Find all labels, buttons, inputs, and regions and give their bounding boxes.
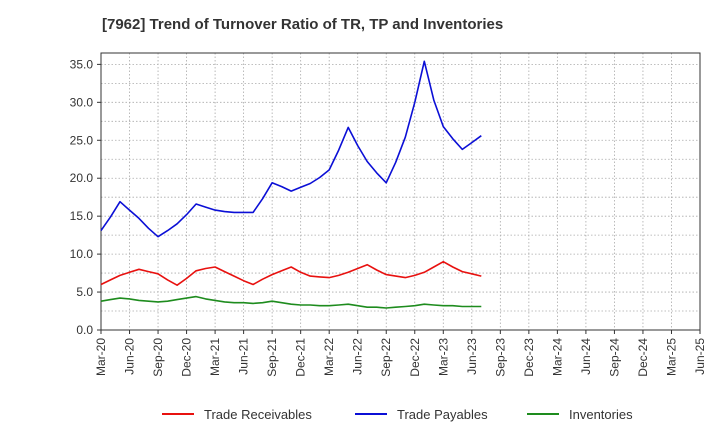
y-tick-label: 30.0: [70, 95, 94, 109]
x-tick-label: Dec-20: [180, 338, 194, 377]
plot-frame: [100, 52, 701, 331]
legend: Trade Receivables Trade Payables Inventori…: [162, 407, 633, 422]
y-tick-label: 0.0: [76, 323, 93, 337]
chart-title: [7962] Trend of Turnover Ratio of TR, TP…: [102, 16, 504, 33]
x-tick-label: Dec-23: [522, 338, 536, 377]
y-tick-label: 15.0: [70, 209, 94, 223]
x-tick-label: Dec-24: [636, 338, 650, 377]
series-line: [100, 60, 482, 238]
x-tick-label: Mar-22: [322, 338, 336, 376]
x-tick-label: Mar-25: [664, 338, 678, 376]
x-tick-label: Dec-22: [408, 338, 422, 377]
legend-label: Inventories: [569, 407, 633, 422]
x-tick-label: Sep-22: [379, 338, 393, 377]
axes: 0.0 5.0 10.0 15.0 20.0 25.0 30.0 35.0 Mar-20 Jun-…: [70, 52, 707, 377]
y-tick-label: 20.0: [70, 171, 94, 185]
x-tick-label: Jun-21: [237, 338, 251, 375]
x-tick-label: Sep-23: [493, 338, 507, 377]
x-tick-label: Jun-24: [579, 338, 593, 375]
legend-label: Trade Receivables: [204, 407, 312, 422]
y-tick-label: 25.0: [70, 133, 94, 147]
series-line: [100, 260, 482, 287]
series-lines: [100, 60, 482, 309]
x-tick-label: Mar-21: [208, 338, 222, 376]
x-tick-label: Jun-23: [465, 338, 479, 375]
x-tick-label: Mar-23: [436, 338, 450, 376]
x-tick-label: Sep-24: [607, 338, 621, 377]
x-tick-label: Sep-20: [151, 338, 165, 377]
x-tick-label: Jun-25: [693, 338, 707, 375]
x-tick-label: Jun-22: [351, 338, 365, 375]
legend-label: Trade Payables: [397, 407, 488, 422]
x-tick-label: Mar-20: [94, 338, 108, 376]
y-tick-label: 10.0: [70, 247, 94, 261]
x-tick-label: Mar-24: [550, 338, 564, 376]
y-tick-label: 5.0: [76, 285, 93, 299]
grid: [100, 53, 701, 331]
y-tick-label: 35.0: [70, 57, 94, 71]
x-tick-label: Dec-21: [294, 338, 308, 377]
x-tick-label: Sep-21: [265, 338, 279, 377]
series-line: [100, 295, 482, 309]
x-tick-label: Jun-20: [123, 338, 137, 375]
